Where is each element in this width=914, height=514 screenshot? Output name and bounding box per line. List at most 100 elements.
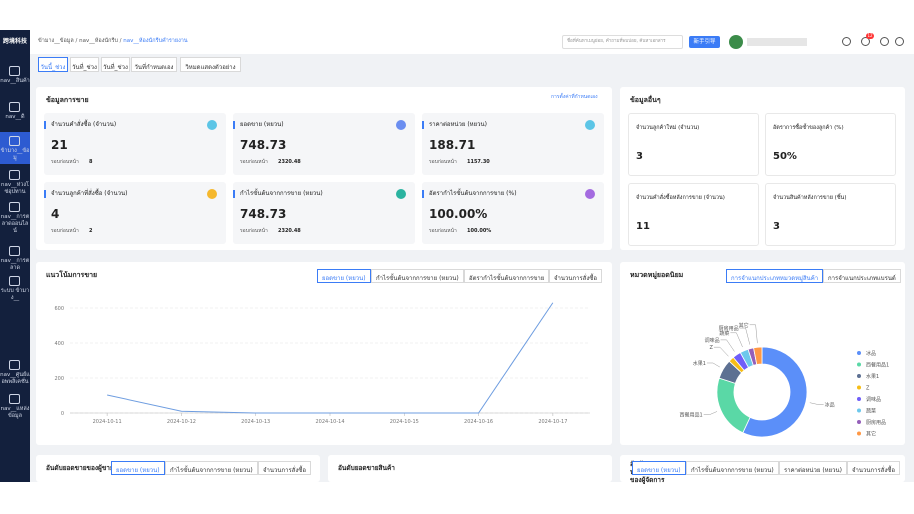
prev-value: 100.00% bbox=[467, 228, 492, 234]
icon bbox=[9, 276, 20, 286]
nav-label: nav__การตลาดออนไลน์ bbox=[0, 214, 30, 235]
x-tick-label: 2024-10-13 bbox=[241, 419, 270, 425]
slice-label: 其它 bbox=[739, 322, 749, 329]
chart-tab[interactable]: ยอดขาย (หยวน) bbox=[317, 269, 371, 283]
crumb[interactable]: nav__ห้องนักรีบ bbox=[79, 38, 118, 44]
pie-slice bbox=[753, 346, 763, 365]
crumb[interactable]: nav__ห้องนักรีบคำรายงาน bbox=[123, 38, 188, 44]
nav-label: ระบบ ข้ามาง__ bbox=[0, 288, 30, 302]
card-value: 21 bbox=[51, 138, 68, 152]
legend-label: 西餐用品1 bbox=[866, 362, 889, 369]
legend-swatch bbox=[857, 408, 861, 413]
pie-chart: 冰品冰品西餐用品1西餐用品1水果1水果1ZZ调味品调味品蔬菜蔬菜厨房用品厨房用品… bbox=[680, 322, 890, 438]
nav-label: nav__การตลาด bbox=[0, 258, 30, 272]
panel-title: อันดับยอดขายของผู้ขาย bbox=[46, 464, 114, 472]
pie-slice bbox=[716, 377, 751, 434]
panel-title: ข้อมูลการขาย bbox=[46, 96, 89, 104]
chart-title: หมวดหมู่ยอดนิยม bbox=[630, 271, 684, 279]
header-icon[interactable] bbox=[880, 37, 889, 46]
search-box[interactable]: ชื่อที่ค้นหาเมนูย่อย, คำถามที่พบบ่อย, ค้… bbox=[562, 35, 683, 49]
card-value: 100.00% bbox=[429, 207, 488, 221]
legend-label: 水果1 bbox=[866, 373, 879, 380]
y-tick-label: 200 bbox=[54, 376, 64, 382]
chart-tab[interactable]: กำไรขั้นต้นจากการขาย (หยวน) bbox=[165, 461, 258, 475]
chart-tab[interactable]: จำนวนการสั่งซื้อ bbox=[549, 269, 602, 283]
chart-tab[interactable]: ยอดขาย (หยวน) bbox=[632, 461, 686, 475]
chart-tab[interactable]: การจำแนกประเภทแบรนด์ bbox=[823, 269, 901, 283]
metric-card: จำนวนลูกค้าใหม่ (จำนวน) 3 bbox=[628, 113, 759, 176]
legend-label: 厨房用品 bbox=[866, 419, 886, 426]
panel-title: ข้อมูลอื่นๆ bbox=[630, 96, 661, 104]
prev-value: 2 bbox=[89, 228, 93, 234]
nav-label: ข้ามาง__ข้อมู bbox=[0, 148, 30, 162]
date-tab[interactable]: วันที่_ช่วง bbox=[70, 57, 99, 72]
icon bbox=[9, 202, 20, 212]
metric-card: จำนวนคำสั่งซื้อ (จำนวน) 21 รอบก่อนหน้า 8 bbox=[44, 113, 226, 175]
chart-tab[interactable]: ยอดขาย (หยวน) bbox=[111, 461, 165, 475]
nav-label: nav__ศูนย์แอพพลิเคชั่น bbox=[0, 372, 30, 386]
prev-value: 8 bbox=[89, 159, 93, 165]
chart-tab[interactable]: อัตรากำไรขั้นต้นจากการขาย bbox=[464, 269, 550, 283]
card-label: จำนวนคำสั่งซื้อหลังการขาย (จำนวน) bbox=[636, 195, 725, 201]
ranking-panel: อันดับยอดขายของผู้ขาย จำนวนการสั่งซื้อ กำไ… bbox=[36, 455, 320, 482]
metric-card: จำนวนสินค้าหลังการขาย (ชิ้น) 3 bbox=[765, 183, 896, 246]
nav-label: nav__ห่วงโซ่อุปทาน bbox=[1, 182, 29, 196]
leader-line bbox=[809, 402, 824, 405]
card-icon bbox=[207, 120, 217, 130]
prev-value: 2320.48 bbox=[278, 228, 301, 234]
panel-title: อันดับยอดขายสินค้า bbox=[338, 464, 395, 472]
chart-tab[interactable]: การจำแนกประเภทหมวดหมู่สินค้า bbox=[726, 269, 824, 283]
slice-label: Z bbox=[709, 345, 713, 351]
slice-label: 西餐用品1 bbox=[680, 412, 703, 419]
legend-swatch bbox=[857, 420, 861, 424]
x-tick-label: 2024-10-11 bbox=[93, 419, 122, 425]
logo: 跨境科技 bbox=[3, 38, 28, 45]
slice-label: 厨房用品 bbox=[719, 325, 739, 332]
prev-label: รอบก่อนหน้า bbox=[429, 228, 457, 234]
card-value: 11 bbox=[636, 221, 650, 232]
crumb[interactable]: ข้ามาง__ข้อมูล bbox=[38, 38, 74, 44]
card-accent bbox=[233, 190, 235, 198]
date-tab[interactable]: วันที่_ช่วง bbox=[101, 57, 130, 72]
sales-panel: ข้อมูลการขาย การตั้งค่าที่กำหนดเอง จำนวนคำ… bbox=[36, 87, 612, 250]
sidebar: 跨境科技 nav__สินค้า nav__ดิ ข้ามาง__ข้อมู nav__… bbox=[0, 30, 30, 482]
date-tab[interactable]: วันนี้_ช่วง bbox=[38, 57, 68, 72]
icon bbox=[9, 170, 20, 180]
metric-card: ยอดขาย (หยวน) 748.73 รอบก่อนหน้า 2320.48 bbox=[233, 113, 415, 175]
card-value: 3 bbox=[636, 151, 643, 162]
chart-tab[interactable]: ราคาต่อหน่วย (หยวน) bbox=[779, 461, 847, 475]
pie-panel: หมวดหมู่ยอดนิยม การจำแนกประเภทแบรนด์ การจำ… bbox=[620, 262, 905, 445]
chart-tab[interactable]: กำไรขั้นต้นจากการขาย (หยวน) bbox=[371, 269, 464, 283]
line bbox=[107, 302, 554, 414]
metric-card: ราคาต่อหน่วย (หยวน) 188.71 รอบก่อนหน้า 1157… bbox=[422, 113, 604, 175]
metric-card: จำนวนคำสั่งซื้อหลังการขาย (จำนวน) 11 bbox=[628, 183, 759, 246]
ranking-panel: อันดับยอดขายสินค้า bbox=[328, 455, 612, 482]
slice-label: 水果1 bbox=[693, 360, 706, 367]
legend-label: Z bbox=[866, 386, 870, 392]
card-value: 4 bbox=[51, 207, 60, 221]
header-icon[interactable] bbox=[895, 37, 904, 46]
icon bbox=[9, 136, 20, 146]
prev-label: รอบก่อนหน้า bbox=[240, 159, 268, 165]
metric-card: อัตรากำไรขั้นต้นจากการขาย (%) 100.00% รอบก… bbox=[422, 182, 604, 244]
date-tab[interactable]: วิหมดแสดงตัวอย่าง bbox=[180, 57, 241, 72]
chart-tab[interactable]: กำไรขั้นต้นจากการขาย (หยวน) bbox=[686, 461, 779, 475]
legend-label: 调味品 bbox=[866, 396, 881, 403]
date-tab[interactable]: วันที่กำหนดเอง bbox=[131, 57, 177, 72]
y-tick-label: 0 bbox=[61, 411, 64, 417]
guide-button[interactable]: 新手引导 bbox=[689, 36, 720, 48]
prev-value: 2320.48 bbox=[278, 159, 301, 165]
header-icon[interactable] bbox=[861, 37, 870, 46]
line-panel: แนวโน้มการขาย จำนวนการสั่งซื้อ อัตรากำไรขั… bbox=[36, 262, 612, 445]
card-icon bbox=[396, 120, 406, 130]
other-panel: ข้อมูลอื่นๆ จำนวนลูกค้าใหม่ (จำนวน) 3 อัตรา… bbox=[620, 87, 905, 250]
chart-tab[interactable]: จำนวนการสั่งซื้อ bbox=[258, 461, 311, 475]
card-value: 50% bbox=[773, 151, 797, 162]
legend-swatch bbox=[857, 431, 861, 436]
card-accent bbox=[422, 190, 424, 198]
header-icon[interactable] bbox=[842, 37, 851, 46]
chart-tab[interactable]: จำนวนการสั่งซื้อ bbox=[847, 461, 900, 475]
card-label: จำนวนลูกค้าที่สั่งซื้อ (จำนวน) bbox=[51, 190, 128, 197]
x-tick-label: 2024-10-17 bbox=[538, 419, 567, 425]
icon bbox=[9, 360, 20, 370]
